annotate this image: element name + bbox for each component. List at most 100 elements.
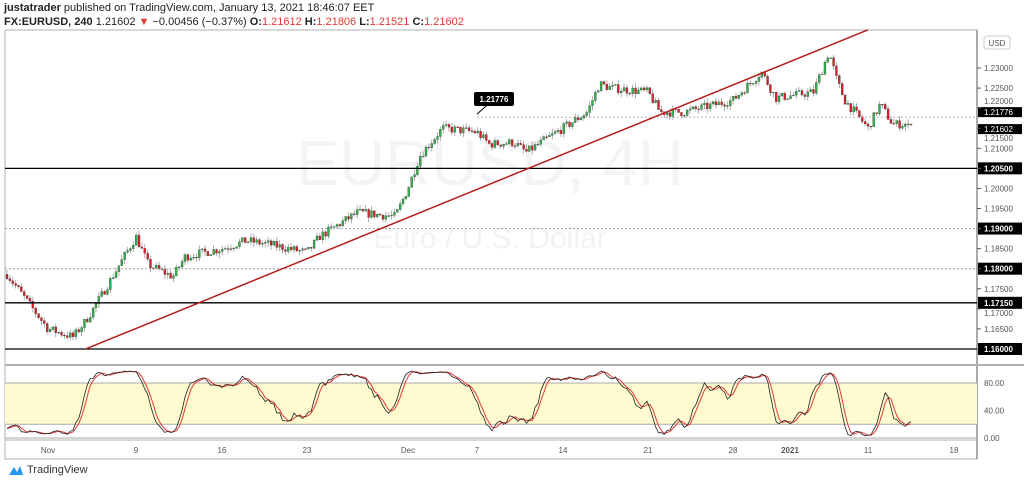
price-level-label: 1.18000 [984,265,1013,274]
candle-up [482,134,485,139]
candle-down [378,213,382,216]
candle-up [608,86,611,90]
candle-up [307,247,310,250]
candle-up [594,92,597,101]
price-tick-label: 1.17500 [984,285,1013,294]
candle-up [789,95,792,99]
candle-down [488,140,491,144]
candle-down [11,280,14,284]
candle-up [815,82,818,94]
candle-down [5,274,9,279]
candle-down [143,248,146,254]
candle-up [390,214,393,217]
candle-up [895,120,898,124]
candle-up [264,242,267,244]
candle-down [459,126,462,134]
candle-down [605,83,608,90]
symbol-legend: FX:EURUSD, 240 1.21602 ▼ −0.00456 (−0.37… [4,16,464,28]
candle-up [74,329,78,337]
candle-up [112,277,115,279]
candle-down [28,298,32,302]
candle-down [849,103,852,113]
candle-up [83,318,86,328]
candle-up [129,248,132,251]
open-label: O: [249,16,262,28]
candle-down [467,127,471,131]
current-price-badge [978,107,1022,118]
candle-up [599,81,603,91]
candle-up [631,87,634,94]
trendline[interactable] [85,29,869,350]
candle-up [726,105,729,107]
candle-up [614,84,617,86]
candle-down [858,110,861,117]
candle-up [439,129,442,137]
candle-up [198,249,201,259]
candle-up [565,121,568,124]
symbol-name: FX:EURUSD, 240 [4,16,93,28]
candle-up [562,123,565,134]
candle-down [252,237,255,243]
candle-up [585,112,588,116]
watermark-symbol: EURUSD, 4H [296,127,684,199]
candle-up [341,220,344,227]
candle-down [568,121,571,127]
price-tick-label: 1.21500 [984,134,1013,143]
currency-badge[interactable] [983,35,1011,50]
candle-up [806,91,809,97]
candle-down [496,140,499,146]
candle-up [123,252,126,260]
candle-up [321,231,324,240]
candle-up [335,224,339,227]
candle-down [46,323,49,332]
candle-down [602,81,606,85]
candle-down [8,278,12,281]
candle-down [470,130,474,132]
candle-up [413,174,416,178]
current-price-label: 1.21602 [984,125,1013,134]
candle-up [752,83,755,85]
candle-down [866,123,870,127]
candle-up [48,329,52,332]
candle-down [20,286,23,292]
candle-up [579,117,583,121]
candle-down [373,210,376,218]
candle-down [353,213,356,215]
candle-up [795,90,798,96]
candle-up [393,212,396,216]
price-level-badge [978,262,1022,275]
candle-down [23,291,26,296]
candle-up [178,266,181,268]
candle-up [261,243,264,245]
tradingview-logo[interactable]: TradingView [8,464,88,476]
candle-down [657,100,660,110]
price-tick-label: 1.20000 [984,184,1013,193]
candle-up [106,289,109,295]
candle-down [875,112,878,114]
candle-down [37,313,40,318]
candle-up [852,106,855,113]
candle-down [490,143,494,148]
author-name[interactable]: justatrader [4,2,61,14]
candle-down [843,94,847,105]
candle-up [358,209,362,211]
candle-down [149,259,152,269]
candle-down [63,334,66,337]
candle-up [166,272,169,275]
candle-down [660,109,663,112]
price-tick-label: 1.18500 [984,245,1013,254]
candle-down [855,106,858,111]
candle-up [433,139,436,144]
candle-up [729,100,732,106]
candle-up [80,327,83,333]
candle-down [43,320,46,324]
candle-up [376,213,379,218]
price-tick-label: 1.22000 [984,97,1013,106]
candle-up [465,127,468,129]
candle-up [551,133,554,136]
candle-up [640,87,643,91]
price-level-badge [978,342,1022,355]
candle-up [826,57,829,63]
callout-box[interactable] [474,92,514,106]
